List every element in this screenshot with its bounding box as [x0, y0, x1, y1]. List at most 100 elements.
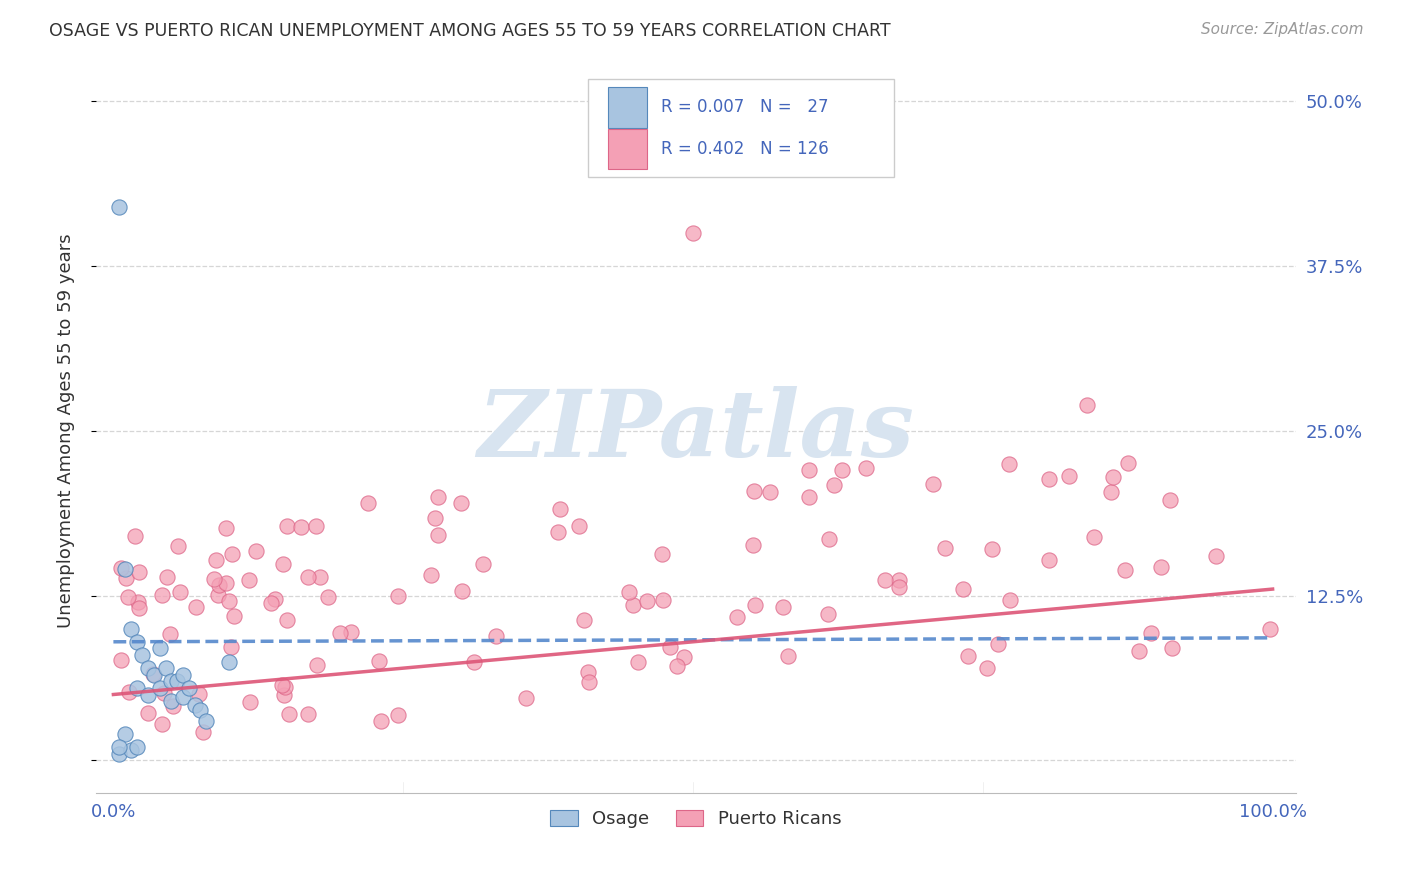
Point [108, 740, 131, 755]
Point [128, 565, 150, 579]
Point [340, 624, 363, 639]
Text: Source: ZipAtlas.com: Source: ZipAtlas.com [1201, 22, 1364, 37]
Point [818, 532, 841, 546]
Point [277, 707, 299, 722]
Point [419, 567, 441, 582]
Point [271, 557, 294, 571]
Point [238, 573, 260, 587]
Point [124, 529, 146, 543]
Point [128, 601, 150, 615]
Point [214, 520, 236, 534]
Point [208, 578, 231, 592]
Point [831, 463, 853, 477]
Point [207, 588, 229, 602]
Point [218, 594, 240, 608]
Point [114, 571, 136, 585]
Point [169, 584, 191, 599]
Point [297, 706, 319, 721]
Point [572, 613, 595, 627]
Point [548, 502, 571, 516]
Point [1161, 640, 1184, 655]
Point [1057, 469, 1080, 483]
Point [370, 714, 392, 729]
Point [463, 655, 485, 669]
Point [215, 575, 238, 590]
Point [547, 524, 569, 539]
Point [799, 490, 821, 504]
Point [219, 640, 242, 655]
Point [150, 588, 173, 602]
Point [162, 699, 184, 714]
Point [125, 634, 148, 648]
Point [239, 695, 262, 709]
Point [108, 200, 131, 214]
Point [172, 667, 194, 681]
Point [166, 674, 188, 689]
Point [621, 599, 644, 613]
Point [1159, 493, 1181, 508]
Point [188, 687, 211, 701]
Point [110, 561, 132, 575]
Point [976, 660, 998, 674]
Point [578, 674, 600, 689]
Point [451, 583, 474, 598]
Point [1128, 643, 1150, 657]
Point [627, 655, 650, 669]
Point [270, 677, 292, 691]
Point [276, 519, 298, 533]
Point [155, 661, 177, 675]
Point [117, 590, 139, 604]
Point [1101, 470, 1123, 484]
Point [998, 592, 1021, 607]
Point [142, 667, 165, 681]
Point [1099, 485, 1122, 500]
Point [875, 573, 897, 587]
Point [205, 553, 228, 567]
Text: R = 0.007   N =   27: R = 0.007 N = 27 [661, 98, 828, 117]
Point [290, 520, 312, 534]
Point [274, 681, 297, 695]
Point [659, 640, 682, 654]
Point [997, 457, 1019, 471]
Point [576, 665, 599, 680]
Point [138, 706, 160, 721]
Point [309, 569, 332, 583]
Point [184, 600, 207, 615]
Point [195, 714, 218, 728]
Point [108, 747, 131, 761]
Point [772, 599, 794, 614]
Point [515, 690, 537, 705]
Point [114, 727, 136, 741]
Point [276, 613, 298, 627]
Point [136, 661, 159, 675]
Point [160, 674, 183, 689]
Point [1258, 622, 1281, 636]
Point [114, 562, 136, 576]
Point [666, 659, 689, 673]
Bar [609, 87, 647, 128]
Point [817, 607, 839, 621]
Point [188, 703, 211, 717]
Point [260, 596, 283, 610]
Point [981, 541, 1004, 556]
Point [305, 657, 328, 672]
Point [156, 570, 179, 584]
Point [125, 681, 148, 695]
Point [110, 653, 132, 667]
Point [1038, 552, 1060, 566]
Text: R = 0.402   N = 126: R = 0.402 N = 126 [661, 140, 830, 158]
Legend: Osage, Puerto Ricans: Osage, Puerto Ricans [543, 802, 849, 835]
Point [125, 740, 148, 755]
Point [191, 724, 214, 739]
Point [568, 518, 591, 533]
Point [423, 511, 446, 525]
Point [297, 570, 319, 584]
Point [221, 547, 243, 561]
Point [759, 484, 782, 499]
Point [1038, 472, 1060, 486]
FancyBboxPatch shape [588, 79, 894, 178]
Point [471, 557, 494, 571]
Point [427, 490, 450, 504]
Point [329, 626, 352, 640]
Point [172, 690, 194, 705]
